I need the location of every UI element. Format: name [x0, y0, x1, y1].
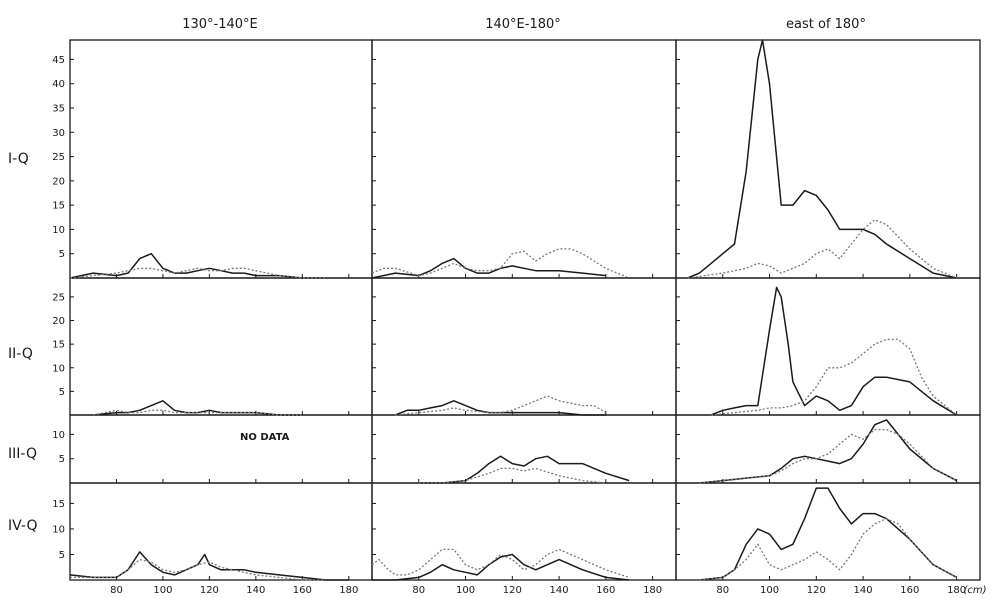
series-solid-line-r4-c2 [372, 553, 630, 581]
panel-frame-r2-c2 [371, 277, 677, 416]
y-tick-label-r1-15: 15 [52, 201, 65, 212]
y-tick-label-r1-10: 10 [52, 225, 65, 236]
y-tick-label-r2-10: 10 [52, 363, 65, 374]
series-dotted-line-r4-c3 [699, 518, 957, 581]
y-tick-label-r2-5: 5 [59, 387, 65, 398]
x-tick-label-c1-100: 100 [153, 585, 172, 596]
series-solid-line-r3-c3 [699, 419, 957, 484]
x-tick-label-c3-80: 80 [716, 585, 729, 596]
y-tick-label-r2-20: 20 [52, 316, 65, 327]
row-labels: I-Q II-Q III-Q IV-Q [8, 151, 37, 534]
series-dotted-line-r3-c3 [699, 428, 957, 484]
series-dotted-line-r3-c2 [418, 467, 606, 484]
y-tick-label-r1-30: 30 [52, 128, 65, 139]
row-label-3: III-Q [8, 446, 37, 462]
series-dotted-line-r4-c2 [371, 548, 630, 579]
column-titles: 130°-140°E 140°E-180° east of 180° [182, 17, 866, 32]
row-label-2: II-Q [8, 346, 33, 362]
x-tick-label-c1-140: 140 [246, 585, 265, 596]
no-data-label: NO DATA [240, 432, 290, 443]
column-title-1: 130°-140°E [182, 17, 258, 32]
y-tick-label-r1-40: 40 [52, 79, 65, 90]
series-solid-line-r4-c3 [699, 487, 957, 581]
panel-frame-r2-c3 [675, 277, 981, 416]
series-solid-line-r2-c2 [395, 400, 606, 416]
y-tick-label-r1-35: 35 [52, 104, 65, 115]
x-tick-label-c2-140: 140 [550, 585, 569, 596]
series-dotted-line-r2-c1 [93, 409, 303, 416]
series-solid-line-r2-c3 [710, 286, 957, 416]
panel-frame-r3-c3 [675, 414, 981, 484]
panel-frame-r2-c1 [69, 277, 373, 416]
panel-frame-r4-c1 [69, 482, 373, 581]
x-tick-label-c1-160: 160 [293, 585, 312, 596]
panel-frame-r3-c2 [371, 414, 677, 484]
x-tick-label-c2-180: 180 [643, 585, 662, 596]
y-tick-label-r2-15: 15 [52, 340, 65, 351]
x-tick-label-c3-100: 100 [760, 585, 779, 596]
x-tick-label-c3-120: 120 [807, 585, 826, 596]
y-tick-label-r1-20: 20 [52, 176, 65, 187]
row-label-1: I-Q [8, 151, 29, 167]
column-title-2: 140°E-180° [485, 17, 561, 32]
series-solid-line-r3-c2 [418, 455, 630, 484]
x-tick-label-c2-160: 160 [596, 585, 615, 596]
y-tick-label-r1-25: 25 [52, 152, 65, 163]
panel-frame-r4-c3 [675, 482, 981, 581]
x-tick-label-c1-180: 180 [339, 585, 358, 596]
series-dotted-line-r2-c2 [395, 395, 607, 416]
column-title-3: east of 180° [786, 17, 866, 32]
panel-frame-r1-c3 [675, 39, 981, 279]
x-tick-label-c2-100: 100 [456, 585, 475, 596]
series-solid-line-r1-c1 [69, 252, 326, 279]
panel-frame-r3-c1 [69, 414, 373, 484]
x-tick-label-c2-80: 80 [412, 585, 425, 596]
panel-frame-r1-c1 [69, 39, 373, 279]
y-tick-label-r3-10: 10 [52, 430, 65, 441]
y-tick-label-r1-45: 45 [52, 55, 65, 66]
series-solid-line-r1-c3 [687, 39, 957, 279]
x-tick-label-c1-80: 80 [110, 585, 123, 596]
series-dotted-line-r1-c1 [69, 267, 326, 279]
y-tick-label-r2-25: 25 [52, 292, 65, 303]
x-tick-label-c1-120: 120 [200, 585, 219, 596]
row-label-4: IV-Q [8, 518, 37, 534]
y-tick-label-r4-5: 5 [59, 550, 65, 561]
panel-grid: 5 10 15 20 25 30 35 40 45 5 10 15 20 25 5 10 5 10 15 80 100 1… [52, 39, 981, 596]
series-dotted-line-r2-c3 [711, 338, 958, 416]
y-tick-label-r4-10: 10 [52, 524, 65, 535]
x-unit-label: (cm) [963, 585, 986, 596]
y-tick-label-r1-5: 5 [59, 249, 65, 260]
series-dotted-line-r1-c3 [687, 219, 957, 279]
y-tick-label-r4-15: 15 [52, 499, 65, 510]
series-dotted-line-r4-c1 [70, 558, 326, 581]
x-tick-label-c3-160: 160 [900, 585, 919, 596]
y-tick-label-r3-5: 5 [59, 454, 65, 465]
series-solid-line-r4-c1 [69, 551, 349, 581]
series-dotted-line-r1-c2 [371, 248, 630, 279]
x-tick-label-c2-120: 120 [503, 585, 522, 596]
x-tick-label-c3-140: 140 [854, 585, 873, 596]
series-solid-line-r1-c2 [371, 257, 606, 279]
x-tick-label-c3-180: 180 [947, 585, 966, 596]
panel-frame-r1-c2 [371, 39, 677, 279]
